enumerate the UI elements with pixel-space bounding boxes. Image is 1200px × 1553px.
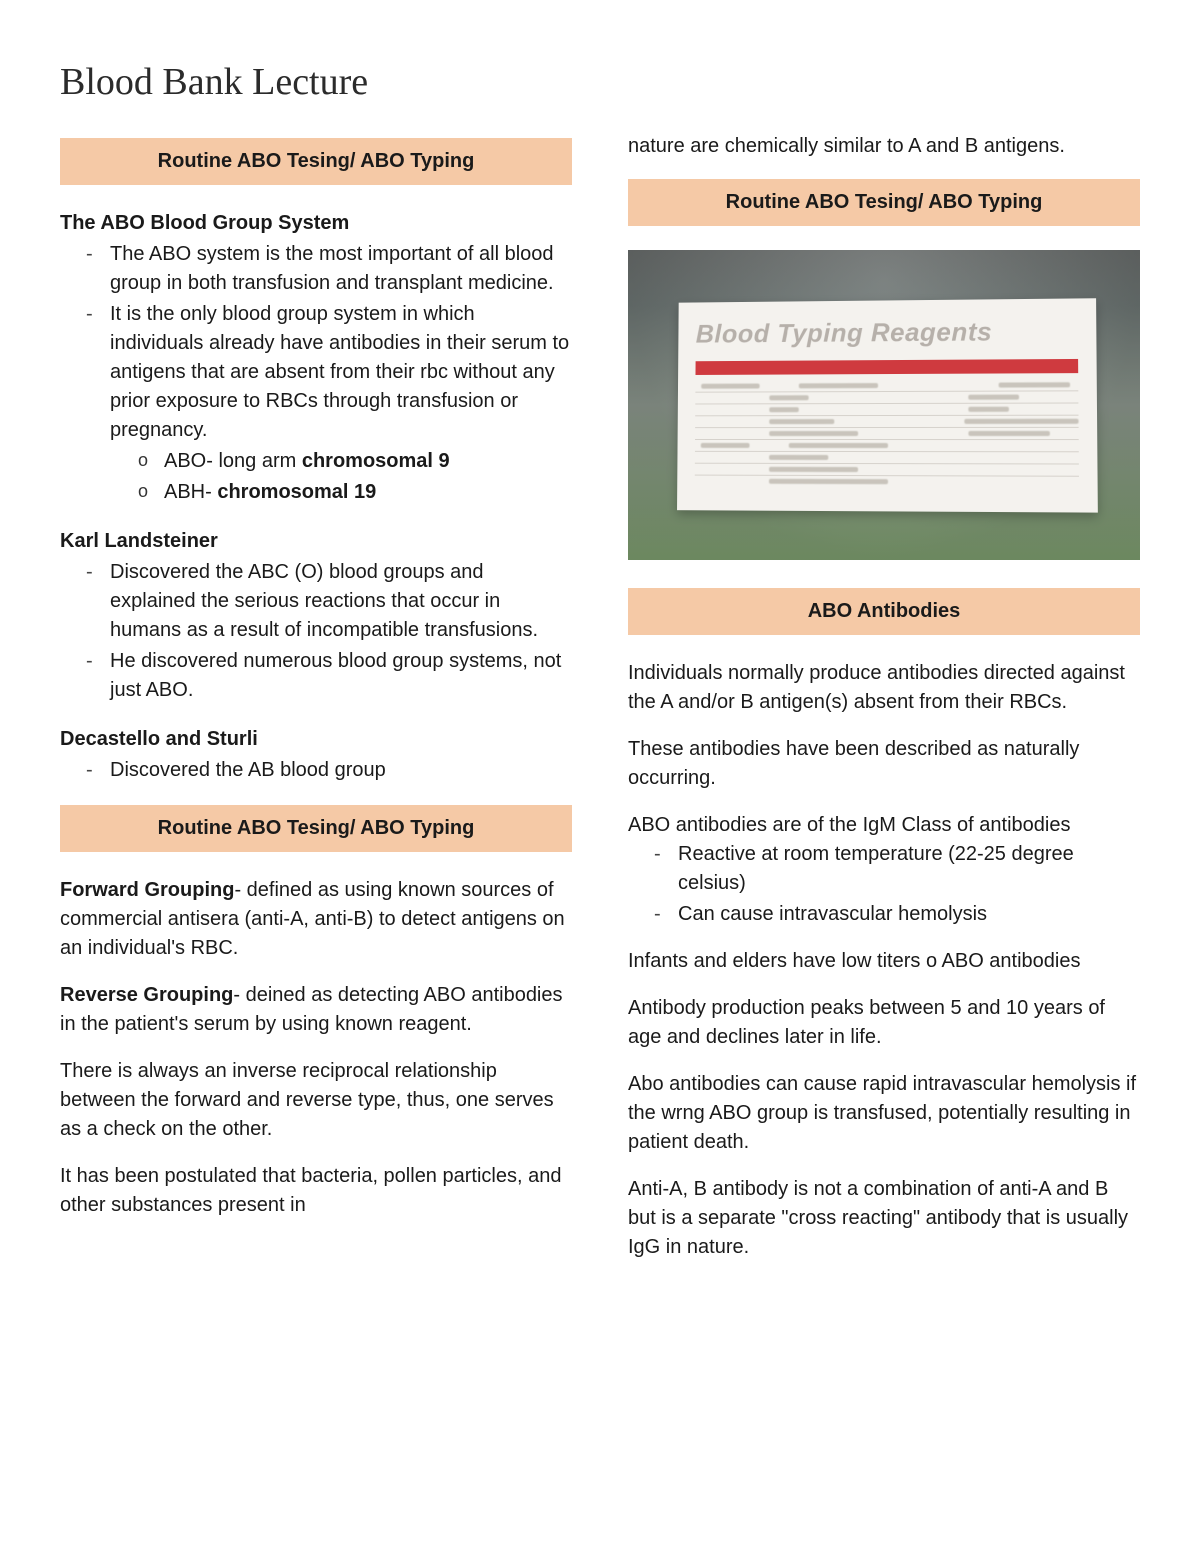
slide-row: [695, 391, 1078, 404]
list-item: Can cause intravascular hemolysis: [678, 900, 1140, 929]
paragraph-continuation: nature are chemically similar to A and B…: [628, 132, 1140, 161]
karl-block: Karl Landsteiner Discovered the ABC (O) …: [60, 527, 572, 705]
slide-row: [695, 451, 1079, 464]
paragraph: Anti-A, B antibody is not a combination …: [628, 1175, 1140, 1262]
section-banner: Routine ABO Tesing/ ABO Typing: [628, 179, 1140, 226]
bullet-list: Reactive at room temperature (22-25 degr…: [628, 840, 1140, 929]
list-item: ABH- chromosomal 19: [164, 478, 572, 507]
slide-row: [695, 415, 1078, 427]
list-item: Discovered the ABC (O) blood groups and …: [110, 558, 572, 645]
left-column: Routine ABO Tesing/ ABO Typing The ABO B…: [60, 132, 572, 1280]
paragraph: Abo antibodies can cause rapid intravasc…: [628, 1070, 1140, 1157]
right-column: nature are chemically similar to A and B…: [628, 132, 1140, 1280]
slide-row: [695, 463, 1079, 476]
list-item-text: It is the only blood group system in whi…: [110, 303, 569, 441]
text: ABH-: [164, 481, 217, 503]
section-banner: ABO Antibodies: [628, 588, 1140, 635]
bold-text: chromosomal 9: [302, 450, 450, 472]
slide-photo: Blood Typing Reagents: [628, 250, 1140, 560]
slide-card: Blood Typing Reagents: [677, 298, 1098, 512]
list-item: Discovered the AB blood group: [110, 756, 572, 785]
paragraph: These antibodies have been described as …: [628, 735, 1140, 793]
slide-row: [695, 439, 1079, 451]
section-banner: Routine ABO Tesing/ ABO Typing: [60, 805, 572, 852]
bold-text: chromosomal 19: [217, 481, 376, 503]
paragraph: Individuals normally produce antibodies …: [628, 659, 1140, 717]
slide-row: [695, 379, 1078, 392]
bullet-list: Discovered the AB blood group: [60, 756, 572, 785]
heading: Karl Landsteiner: [60, 527, 572, 556]
page-title: Blood Bank Lecture: [60, 55, 1140, 110]
section-banner: Routine ABO Tesing/ ABO Typing: [60, 138, 572, 185]
paragraph: It has been postulated that bacteria, po…: [60, 1162, 572, 1220]
list-item: ABO- long arm chromosomal 9: [164, 447, 572, 476]
slide-row: [695, 403, 1078, 416]
list-item: The ABO system is the most important of …: [110, 240, 572, 298]
text: ABO antibodies are of the IgM Class of a…: [628, 814, 1070, 836]
paragraph-with-list: ABO antibodies are of the IgM Class of a…: [628, 811, 1140, 929]
paragraph: Antibody production peaks between 5 and …: [628, 994, 1140, 1052]
abo-system-block: The ABO Blood Group System The ABO syste…: [60, 209, 572, 507]
slide-red-bar: [696, 358, 1079, 374]
heading: Decastello and Sturli: [60, 725, 572, 754]
paragraph: Infants and elders have low titers o ABO…: [628, 947, 1140, 976]
two-column-layout: Routine ABO Tesing/ ABO Typing The ABO B…: [60, 132, 1140, 1280]
decastello-block: Decastello and Sturli Discovered the AB …: [60, 725, 572, 785]
slide-title: Blood Typing Reagents: [696, 312, 1078, 353]
bullet-list: The ABO system is the most important of …: [60, 240, 572, 507]
term-label: Reverse Grouping: [60, 984, 233, 1006]
list-item: It is the only blood group system in whi…: [110, 300, 572, 507]
slide-row: [695, 427, 1078, 439]
paragraph: Reverse Grouping- deined as detecting AB…: [60, 981, 572, 1039]
paragraph: Forward Grouping- defined as using known…: [60, 876, 572, 963]
list-item: He discovered numerous blood group syste…: [110, 647, 572, 705]
term-label: Forward Grouping: [60, 879, 234, 901]
list-item: Reactive at room temperature (22-25 degr…: [678, 840, 1140, 898]
slide-row: [695, 475, 1079, 488]
bullet-list: Discovered the ABC (O) blood groups and …: [60, 558, 572, 705]
text: ABO- long arm: [164, 450, 302, 472]
sub-list: ABO- long arm chromosomal 9 ABH- chromos…: [110, 447, 572, 507]
paragraph: There is always an inverse reciprocal re…: [60, 1057, 572, 1144]
heading: The ABO Blood Group System: [60, 209, 572, 238]
